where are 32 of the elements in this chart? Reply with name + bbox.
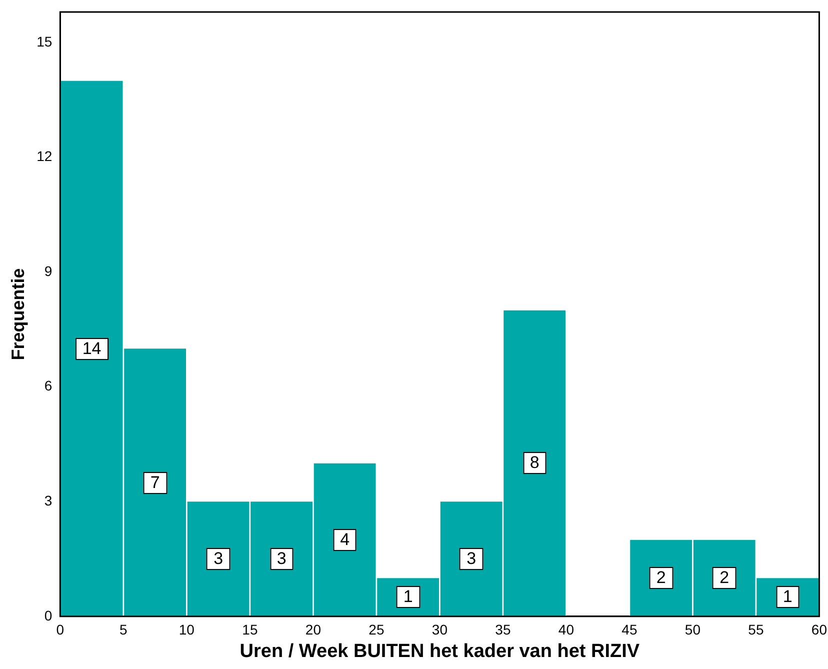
y-tick-label: 15 bbox=[36, 33, 52, 50]
data-label: 3 bbox=[270, 548, 294, 570]
x-tick-label: 30 bbox=[432, 622, 448, 638]
y-tick-label: 9 bbox=[44, 262, 52, 279]
data-label: 1 bbox=[776, 586, 800, 608]
data-label: 2 bbox=[649, 567, 673, 590]
y-tick-label: 6 bbox=[44, 378, 52, 394]
data-label: 3 bbox=[206, 548, 230, 570]
data-label: 1 bbox=[396, 586, 420, 608]
x-axis-title: Uren / Week BUITEN het kader van het RIZIV bbox=[240, 640, 640, 662]
data-label: 2 bbox=[712, 567, 736, 590]
data-label: 8 bbox=[522, 452, 546, 474]
x-tick-label: 5 bbox=[120, 622, 128, 638]
x-tick-label: 35 bbox=[495, 622, 511, 638]
data-label: 4 bbox=[333, 528, 357, 551]
y-axis-title: Frequentie bbox=[8, 268, 28, 360]
x-tick-label: 60 bbox=[811, 622, 828, 638]
data-label: 3 bbox=[460, 548, 484, 570]
y-tick-label: 3 bbox=[44, 492, 52, 508]
data-label: 14 bbox=[75, 338, 108, 360]
x-tick-label: 20 bbox=[305, 622, 322, 638]
x-tick-label: 45 bbox=[622, 622, 638, 638]
x-tick-label: 15 bbox=[242, 622, 258, 638]
x-tick-label: 40 bbox=[558, 622, 574, 638]
y-tick-label: 0 bbox=[44, 607, 52, 624]
data-label: 7 bbox=[143, 472, 167, 494]
x-tick-label: 25 bbox=[368, 622, 384, 638]
x-tick-label: 0 bbox=[56, 622, 64, 638]
x-tick-label: 55 bbox=[748, 622, 764, 638]
x-tick-label: 50 bbox=[684, 622, 701, 638]
y-tick-label: 12 bbox=[36, 148, 52, 164]
x-tick-label: 10 bbox=[178, 622, 195, 638]
